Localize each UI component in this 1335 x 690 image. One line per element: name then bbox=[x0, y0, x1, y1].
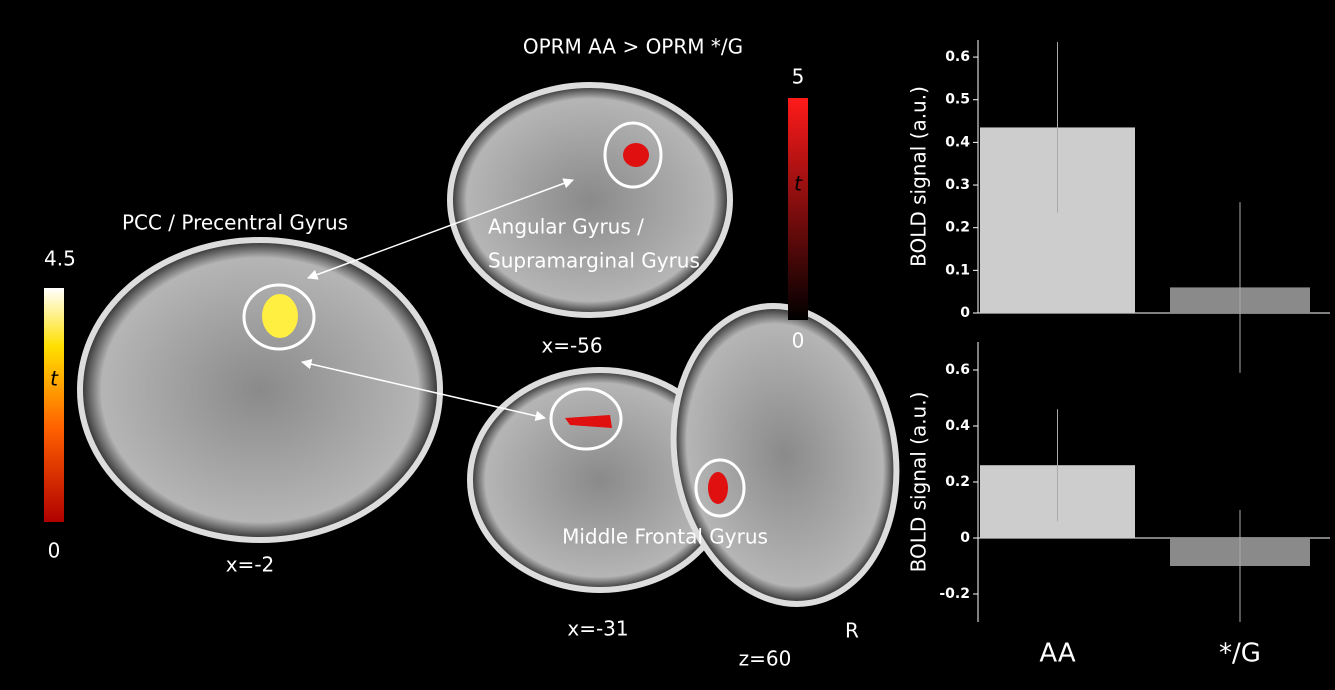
region-label: PCC / Precentral Gyrus bbox=[122, 211, 348, 235]
colorbar-min: 0 bbox=[792, 329, 805, 353]
colorbar-min: 0 bbox=[48, 539, 61, 563]
brain-images bbox=[44, 85, 919, 622]
y-tick-label: 0 bbox=[960, 530, 970, 546]
slice-label: x=-56 bbox=[541, 334, 602, 358]
region-label: Supramarginal Gyrus bbox=[488, 249, 700, 273]
region-label: Angular Gyrus / bbox=[488, 215, 644, 239]
y-tick-label: 0.2 bbox=[945, 474, 970, 490]
y-tick-label: 0.6 bbox=[945, 362, 970, 378]
slice-label: z=60 bbox=[739, 647, 792, 671]
figure-title: OPRM AA > OPRM */G bbox=[523, 35, 743, 59]
x-tick-label: AA bbox=[1039, 639, 1076, 669]
orientation-label: R bbox=[845, 619, 859, 643]
slice-label: x=-31 bbox=[567, 617, 628, 641]
slice-label: x=-2 bbox=[226, 553, 275, 577]
y-tick-label: -0.2 bbox=[939, 586, 970, 602]
y-tick-label: 0.5 bbox=[945, 92, 970, 108]
colorbar-max: 5 bbox=[792, 65, 805, 89]
y-tick-label: 0.4 bbox=[945, 418, 970, 434]
colorbar-symbol: t bbox=[794, 172, 803, 196]
y-tick-label: 0 bbox=[960, 305, 970, 321]
y-tick-label: 0.2 bbox=[945, 220, 970, 236]
colorbar-max: 4.5 bbox=[44, 247, 76, 271]
y-tick-label: 0.6 bbox=[945, 49, 970, 65]
y-axis-label: BOLD signal (a.u.) bbox=[907, 392, 931, 573]
figure: OPRM AA > OPRM */G PCC / Precentral Gyru… bbox=[0, 0, 1335, 690]
y-tick-label: 0.1 bbox=[945, 262, 970, 278]
colorbar-symbol: t bbox=[50, 367, 59, 391]
y-tick-label: 0.4 bbox=[945, 134, 970, 150]
region-label: Middle Frontal Gyrus bbox=[562, 525, 768, 549]
y-tick-label: 0.3 bbox=[945, 177, 970, 193]
y-axis-label: BOLD signal (a.u.) bbox=[907, 86, 931, 267]
x-tick-label: */G bbox=[1219, 639, 1261, 669]
